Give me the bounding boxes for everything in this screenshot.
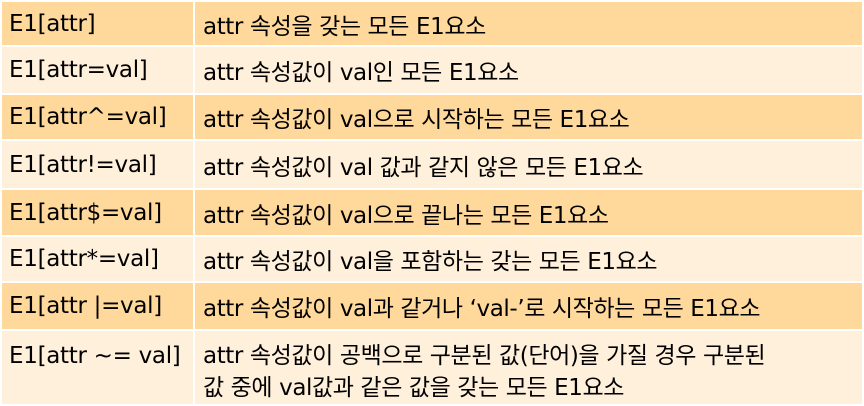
table-row: E1[attr^=val] attr 속성값이 val으로 시작하는 모든 E1…: [0, 93, 864, 141]
selector-cell: E1[attr$=val]: [0, 188, 195, 237]
selector-cell: E1[attr*=val]: [0, 235, 195, 283]
table-row: E1[attr] attr 속성을 갖는 모든 E1요소: [0, 0, 864, 47]
description-cell: attr 속성값이 val과 같거나 ‘val-’로 시작하는 모든 E1요소: [193, 281, 864, 331]
selector-cell: E1[attr ~= val]: [0, 329, 195, 406]
description-cell: attr 속성값이 val으로 시작하는 모든 E1요소: [193, 93, 864, 141]
table-row: E1[attr*=val] attr 속성값이 val을 포함하는 갖는 모든 …: [0, 235, 864, 283]
table-row: E1[attr!=val] attr 속성값이 val 값과 같지 않은 모든 …: [0, 139, 864, 190]
table-row: E1[attr |=val] attr 속성값이 val과 같거나 ‘val-’…: [0, 281, 864, 331]
selector-cell: E1[attr |=val]: [0, 281, 195, 331]
description-cell: attr 속성값이 공백으로 구분된 값(단어)을 가질 경우 구분된 값 중에…: [193, 329, 864, 406]
table-row: E1[attr ~= val] attr 속성값이 공백으로 구분된 값(단어)…: [0, 329, 864, 406]
description-cell: attr 속성값이 val으로 끝나는 모든 E1요소: [193, 188, 864, 237]
description-line-2: 값 중에 val값과 같은 값을 갖는 모든 E1요소: [203, 375, 625, 401]
selector-cell: E1[attr=val]: [0, 45, 195, 95]
selector-cell: E1[attr]: [0, 0, 195, 47]
description-cell: attr 속성값이 val을 포함하는 갖는 모든 E1요소: [193, 235, 864, 283]
selector-cell: E1[attr!=val]: [0, 139, 195, 190]
description-cell: attr 속성값이 val 값과 같지 않은 모든 E1요소: [193, 139, 864, 190]
description-cell: attr 속성값이 val인 모든 E1요소: [193, 45, 864, 95]
description-cell: attr 속성을 갖는 모든 E1요소: [193, 0, 864, 47]
table-row: E1[attr=val] attr 속성값이 val인 모든 E1요소: [0, 45, 864, 95]
selector-cell: E1[attr^=val]: [0, 93, 195, 141]
table-row: E1[attr$=val] attr 속성값이 val으로 끝나는 모든 E1요…: [0, 188, 864, 237]
description-line-1: attr 속성값이 공백으로 구분된 값(단어)을 가질 경우 구분된: [203, 343, 766, 369]
